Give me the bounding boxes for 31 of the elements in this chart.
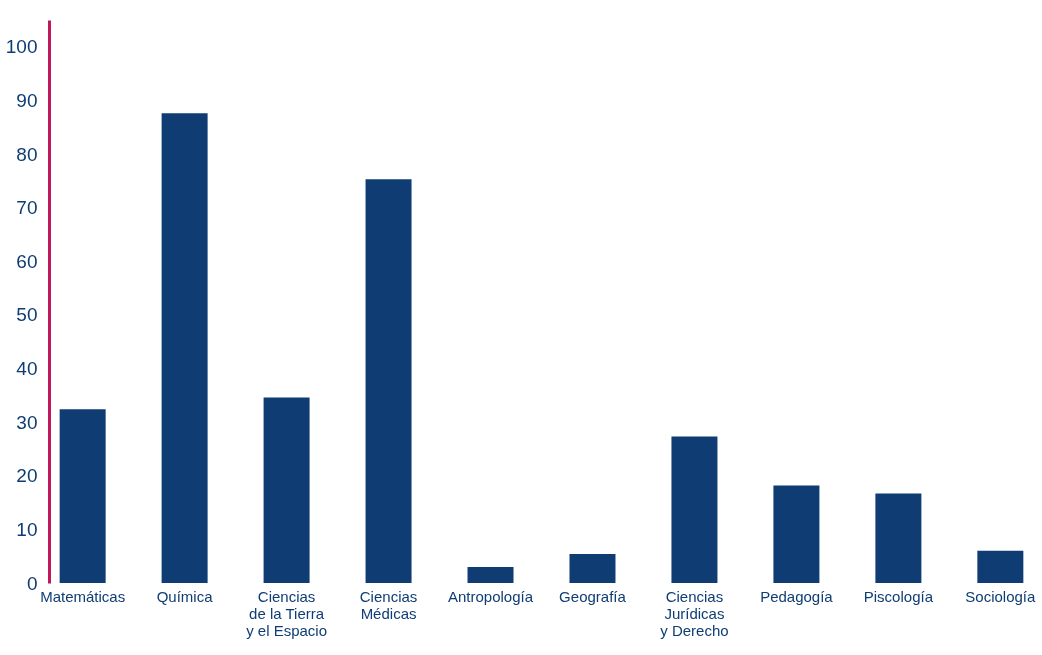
- bar: [977, 550, 1024, 583]
- bar: [773, 485, 820, 583]
- bar: [161, 113, 208, 583]
- y-tick-label: 100: [5, 36, 38, 58]
- y-tick-label: 60: [16, 250, 38, 272]
- x-tick-label: Antropología: [447, 587, 534, 605]
- y-tick-label: 40: [16, 358, 38, 380]
- bar: [59, 409, 106, 583]
- x-tick-label: Química: [156, 587, 214, 605]
- y-tick-label: 30: [16, 411, 38, 433]
- y-tick-label: 90: [16, 89, 38, 111]
- bar: [875, 493, 922, 583]
- y-tick-label: 50: [16, 304, 38, 326]
- y-tick-label: 0: [26, 572, 38, 594]
- y-tick-label: 70: [16, 197, 38, 219]
- y-tick-label: 20: [16, 465, 38, 487]
- x-tick-label: Piscología: [863, 587, 934, 605]
- bar: [365, 179, 412, 583]
- y-tick-label: 10: [16, 518, 38, 540]
- bar: [467, 566, 514, 583]
- x-tick-label: Ciencias Jurídicas y Derecho: [660, 587, 729, 639]
- bar: [263, 397, 310, 583]
- bar: [569, 554, 616, 583]
- x-tick-label: Pedagogía: [760, 587, 834, 605]
- bar: [671, 436, 718, 583]
- x-tick-label: Ciencias de la Tierra y el Espacio: [246, 587, 328, 639]
- x-tick-label: Ciencias Médicas: [359, 587, 418, 622]
- y-tick-label: 80: [16, 143, 38, 165]
- x-tick-label: Matemáticas: [40, 587, 126, 605]
- x-tick-label: Geografía: [559, 587, 627, 605]
- x-tick-label: Sociología: [965, 587, 1037, 605]
